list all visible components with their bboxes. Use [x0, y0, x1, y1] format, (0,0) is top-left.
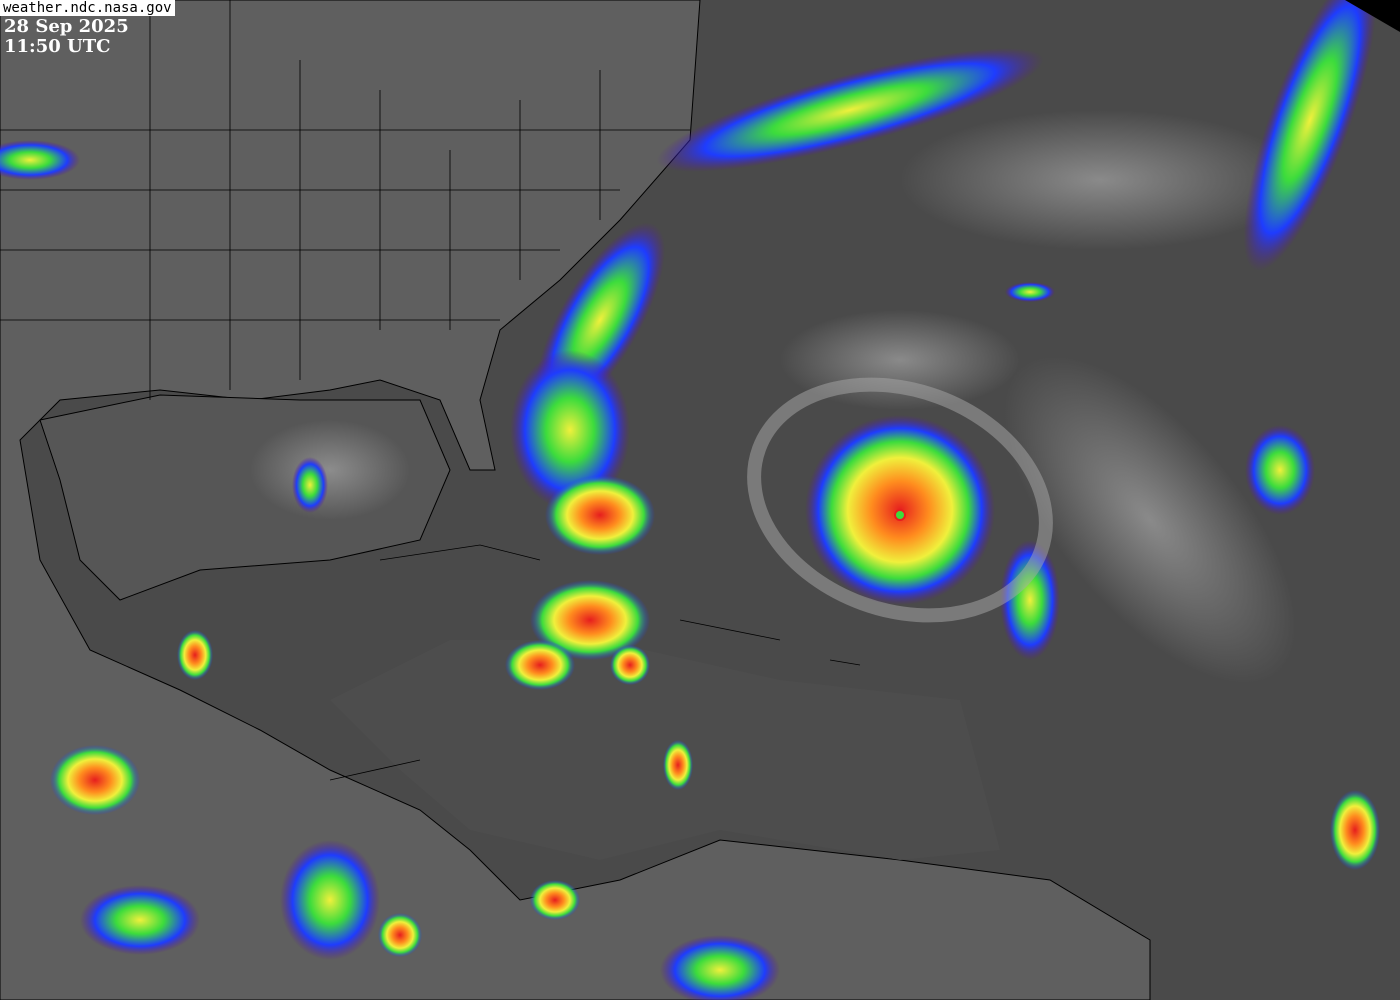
cloud-shape — [610, 645, 650, 685]
cloud-shape — [50, 745, 140, 815]
cloud-shape — [292, 457, 328, 513]
cloud-shape — [660, 935, 780, 1000]
cloud-shape — [900, 110, 1300, 250]
source-label: weather.ndc.nasa.gov — [0, 0, 175, 16]
space-corner — [1345, 0, 1400, 32]
cloud-shape — [0, 0, 690, 400]
cloud-shape — [378, 913, 422, 957]
cloud-shape — [1005, 282, 1055, 302]
cloud-shape — [329, 544, 861, 781]
cloud-shape — [1004, 356, 1296, 684]
cloud-shape — [280, 840, 380, 960]
cloud-shape — [1245, 425, 1315, 515]
cloud-shape — [530, 580, 650, 660]
cloud-shape — [505, 640, 575, 690]
cloud-shape — [663, 740, 693, 790]
cloud-shape — [1330, 790, 1380, 870]
cloud-shape — [530, 880, 580, 920]
hurricane-eye — [894, 509, 906, 521]
cloud-shape — [80, 885, 200, 955]
cloud-shape — [177, 630, 213, 680]
hurricane — [747, 377, 1053, 623]
cloud-shape — [656, 48, 1044, 172]
cloud-shape — [0, 140, 80, 180]
time-label: 11:50 UTC — [4, 36, 111, 57]
cloud-shape — [1000, 540, 1060, 660]
date-label: 28 Sep 2025 — [4, 16, 129, 37]
cloud-shape — [747, 377, 1053, 623]
state-borders — [0, 0, 861, 781]
cloud-shape — [545, 475, 655, 555]
cloud-shape — [510, 350, 630, 510]
cloud-shape — [1243, 0, 1377, 271]
cloud-shape — [250, 420, 410, 520]
caribbean-sea — [330, 640, 1000, 860]
